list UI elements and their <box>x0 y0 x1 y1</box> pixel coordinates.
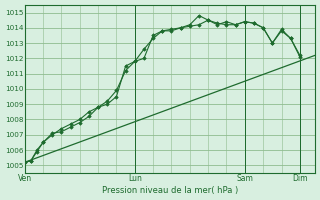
X-axis label: Pression niveau de la mer( hPa ): Pression niveau de la mer( hPa ) <box>102 186 238 195</box>
